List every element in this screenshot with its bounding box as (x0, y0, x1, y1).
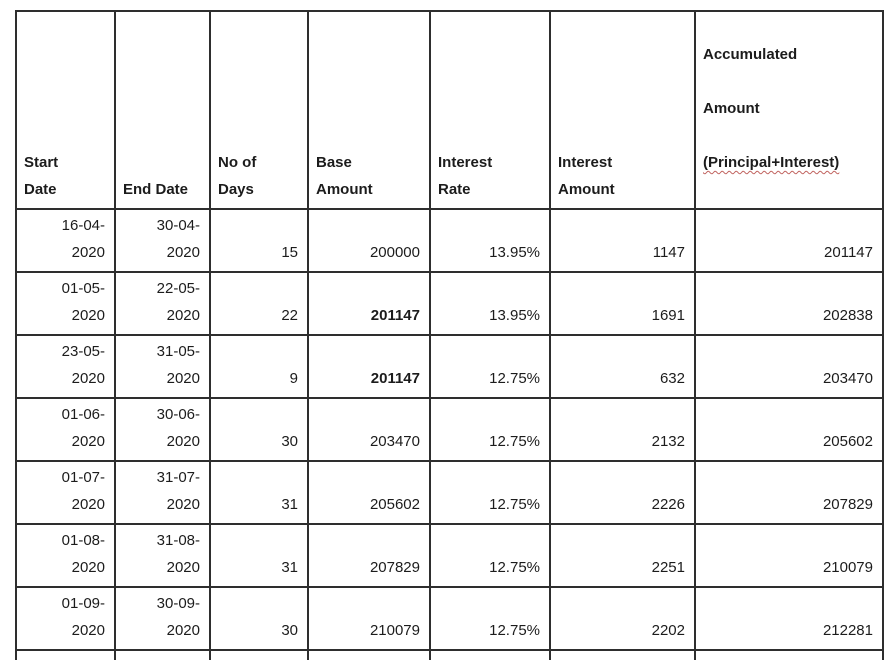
cell-interest-rate[interactable]: 13.95% (429, 208, 551, 273)
accumulated-header-line1: Accumulated (703, 46, 798, 63)
cell-days[interactable]: 30 (209, 586, 309, 651)
cell-base-amount[interactable]: 201147 (307, 334, 431, 399)
column-header-interest-rate[interactable]: Interest Rate (429, 10, 551, 210)
cell-days[interactable]: 15 (209, 208, 309, 273)
cell-interest-amount[interactable]: 2132 (549, 397, 696, 462)
cell-start-date[interactable]: 16-04- 2020 (15, 208, 116, 273)
cell-end-date[interactable]: 22-05- 2020 (114, 271, 211, 336)
cell-start-date[interactable]: 23-05- 2020 (15, 334, 116, 399)
cell-end-date[interactable]: 30-06- 2020 (114, 397, 211, 462)
cell-days[interactable]: 31 (209, 460, 309, 525)
table-row: 01-07- 2020 31-07- 2020 31 205602 12.75%… (15, 460, 884, 525)
cell-base-amount[interactable]: 205602 (307, 460, 431, 525)
cell-base-amount[interactable]: 212281 (307, 649, 431, 660)
column-header-days[interactable]: No of Days (209, 10, 309, 210)
column-header-interest-amount[interactable]: Interest Amount (549, 10, 696, 210)
cell-accumulated-amount[interactable]: 207829 (694, 460, 884, 525)
cell-accumulated-amount[interactable]: 212281 (694, 586, 884, 651)
cell-base-amount[interactable]: 200000 (307, 208, 431, 273)
column-header-base-amount[interactable]: Base Amount (307, 10, 431, 210)
cell-end-date[interactable]: 31-08- 2020 (114, 523, 211, 588)
cell-interest-rate[interactable]: 12.75% (429, 523, 551, 588)
cell-interest-amount[interactable]: 2251 (549, 523, 696, 588)
table-row: 01-08- 2020 31-08- 2020 31 207829 12.75%… (15, 523, 884, 588)
cell-interest-amount[interactable]: 2299 (549, 649, 696, 660)
cell-interest-amount[interactable]: 1147 (549, 208, 696, 273)
cell-days[interactable]: 30 (209, 397, 309, 462)
cell-interest-rate[interactable]: 12.75% (429, 649, 551, 660)
cell-interest-rate[interactable]: 13.95% (429, 271, 551, 336)
accumulated-header-line2: Amount (703, 100, 760, 117)
cell-accumulated-amount[interactable]: 205602 (694, 397, 884, 462)
cell-interest-rate[interactable]: 12.75% (429, 334, 551, 399)
cell-base-amount[interactable]: 210079 (307, 586, 431, 651)
cell-days[interactable]: 22 (209, 271, 309, 336)
cell-start-date[interactable]: 01-05- 2020 (15, 271, 116, 336)
cell-start-date[interactable]: 01-06- 2020 (15, 397, 116, 462)
accumulated-header-line3-spellcheck: (Principal+Interest) (703, 154, 840, 171)
cell-interest-amount[interactable]: 2202 (549, 586, 696, 651)
cell-interest-amount[interactable]: 632 (549, 334, 696, 399)
cell-base-amount[interactable]: 203470 (307, 397, 431, 462)
table-header-row: Start Date End Date No of Days Base Amou… (15, 10, 884, 210)
cell-start-date[interactable]: 01-10- 2020 (15, 649, 116, 660)
cell-accumulated-amount[interactable]: 201147 (694, 208, 884, 273)
table-row: 01-09- 2020 30-09- 2020 30 210079 12.75%… (15, 586, 884, 651)
cell-interest-amount[interactable]: 2226 (549, 460, 696, 525)
cell-interest-rate[interactable]: 12.75% (429, 460, 551, 525)
cell-accumulated-amount[interactable]: 202838 (694, 271, 884, 336)
cell-interest-rate[interactable]: 12.75% (429, 586, 551, 651)
cell-interest-amount[interactable]: 1691 (549, 271, 696, 336)
cell-start-date[interactable]: 01-08- 2020 (15, 523, 116, 588)
interest-calculation-table: Start Date End Date No of Days Base Amou… (15, 10, 884, 660)
cell-accumulated-amount[interactable]: 214580 (694, 649, 884, 660)
cell-accumulated-amount[interactable]: 203470 (694, 334, 884, 399)
table-row: 16-04- 2020 30-04- 2020 15 200000 13.95%… (15, 208, 884, 273)
cell-accumulated-amount[interactable]: 210079 (694, 523, 884, 588)
cell-end-date[interactable]: 30-04- 2020 (114, 208, 211, 273)
cell-days[interactable]: 9 (209, 334, 309, 399)
cell-start-date[interactable]: 01-09- 2020 (15, 586, 116, 651)
cell-interest-rate[interactable]: 12.75% (429, 397, 551, 462)
cell-end-date[interactable]: 31-07- 2020 (114, 460, 211, 525)
table-row: 01-06- 2020 30-06- 2020 30 203470 12.75%… (15, 397, 884, 462)
table-row: 01-10- 2020 31-10- 2020 31 212281 12.75%… (15, 649, 884, 660)
cell-days[interactable]: 31 (209, 649, 309, 660)
column-header-end-date[interactable]: End Date (114, 10, 211, 210)
column-header-start-date[interactable]: Start Date (15, 10, 116, 210)
cell-start-date[interactable]: 01-07- 2020 (15, 460, 116, 525)
cell-end-date[interactable]: 31-10- 2020 (114, 649, 211, 660)
cell-end-date[interactable]: 30-09- 2020 (114, 586, 211, 651)
table-row: 01-05- 2020 22-05- 2020 22 201147 13.95%… (15, 271, 884, 336)
cell-base-amount[interactable]: 207829 (307, 523, 431, 588)
table-row: 23-05- 2020 31-05- 2020 9 201147 12.75% … (15, 334, 884, 399)
cell-days[interactable]: 31 (209, 523, 309, 588)
column-header-accumulated-amount[interactable]: Accumulated Amount (Principal+Interest) (694, 10, 884, 210)
cell-end-date[interactable]: 31-05- 2020 (114, 334, 211, 399)
cell-base-amount[interactable]: 201147 (307, 271, 431, 336)
